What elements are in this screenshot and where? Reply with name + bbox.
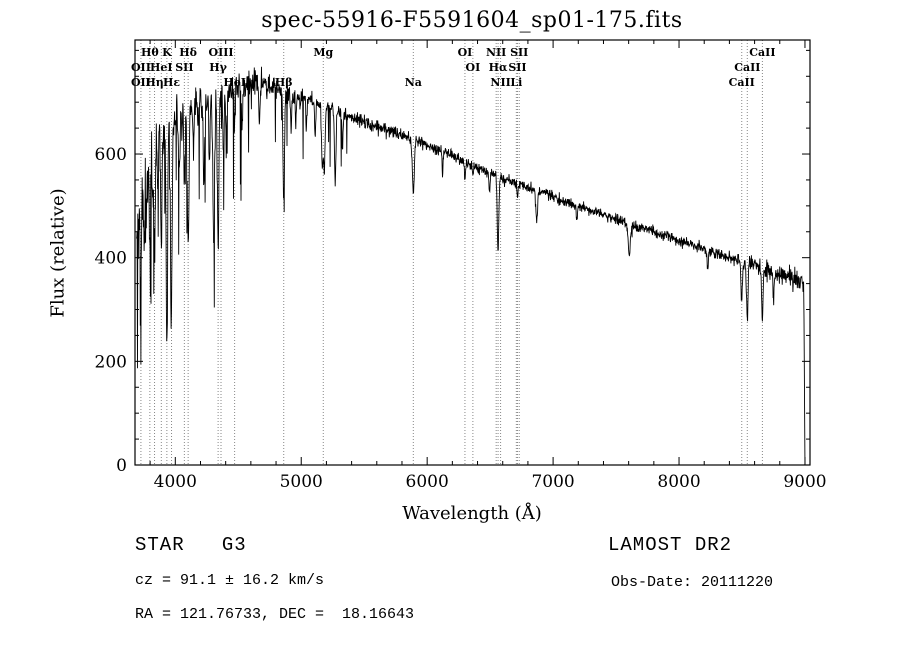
object-class-label: STAR G3: [135, 534, 247, 556]
spectral-line-label: Na: [405, 76, 422, 89]
spectral-line-label: SII: [508, 61, 526, 74]
spectral-line-label: NII: [486, 46, 506, 59]
y-axis-label: Flux (relative): [47, 188, 69, 318]
obs-date-label: Obs-Date: 20111220: [611, 574, 774, 591]
y-tick-label: 0: [116, 456, 127, 476]
spectral-line-label: Li: [510, 76, 522, 89]
redshift-velocity-label: cz = 91.1 ± 16.2 km/s: [135, 572, 325, 589]
x-tick-label: 5000: [280, 472, 323, 492]
x-tick-label: 6000: [406, 472, 449, 492]
x-tick-label: 4000: [154, 472, 197, 492]
spectral-line-label: Hα: [489, 61, 508, 74]
spectral-line-label: Hε: [163, 76, 180, 89]
spectral-line-label: OIII: [208, 46, 233, 59]
y-tick-label: 400: [95, 249, 127, 269]
plot-frame: [134, 39, 811, 466]
spectral-line-label: Hβ: [275, 76, 293, 89]
spectral-line-label: Hγ: [209, 61, 227, 74]
x-tick-label: 7000: [531, 472, 574, 492]
spectral-line-label: CaII: [734, 61, 760, 74]
plot-title: spec-55916-F5591604_sp01-175.fits: [261, 8, 683, 33]
x-tick-label: 8000: [657, 472, 700, 492]
spectral-line-label: NII: [490, 76, 510, 89]
survey-label: LAMOST DR2: [608, 534, 733, 556]
x-axis-label: Wavelength (Å): [402, 503, 542, 524]
spectral-line-label: Hθ: [141, 46, 159, 59]
spectral-line-label: OI: [458, 46, 473, 59]
spectral-line-label: CaII: [749, 46, 775, 59]
spectrum-trace: [136, 66, 806, 465]
x-tick-label: 9000: [783, 472, 826, 492]
spectral-line-label: SII: [175, 61, 193, 74]
y-tick-label: 200: [95, 352, 127, 372]
spectral-line-label: K: [162, 46, 172, 59]
spectral-line-label: HeI: [223, 76, 246, 89]
spectral-line-label: OII: [131, 61, 151, 74]
spectral-line-label: Mg: [313, 46, 333, 59]
spectral-line-label: CaII: [729, 76, 755, 89]
spectral-line-label: Hδ: [179, 46, 197, 59]
spectral-line-label: HeI: [150, 61, 173, 74]
spectral-line-label: OI: [466, 61, 481, 74]
spectral-line-label: Hη: [145, 76, 163, 89]
ra-dec-label: RA = 121.76733, DEC = 18.16643: [135, 606, 415, 623]
y-tick-label: 600: [95, 145, 127, 165]
spectral-line-label: OII: [131, 76, 151, 89]
spectral-line-label: SII: [510, 46, 528, 59]
